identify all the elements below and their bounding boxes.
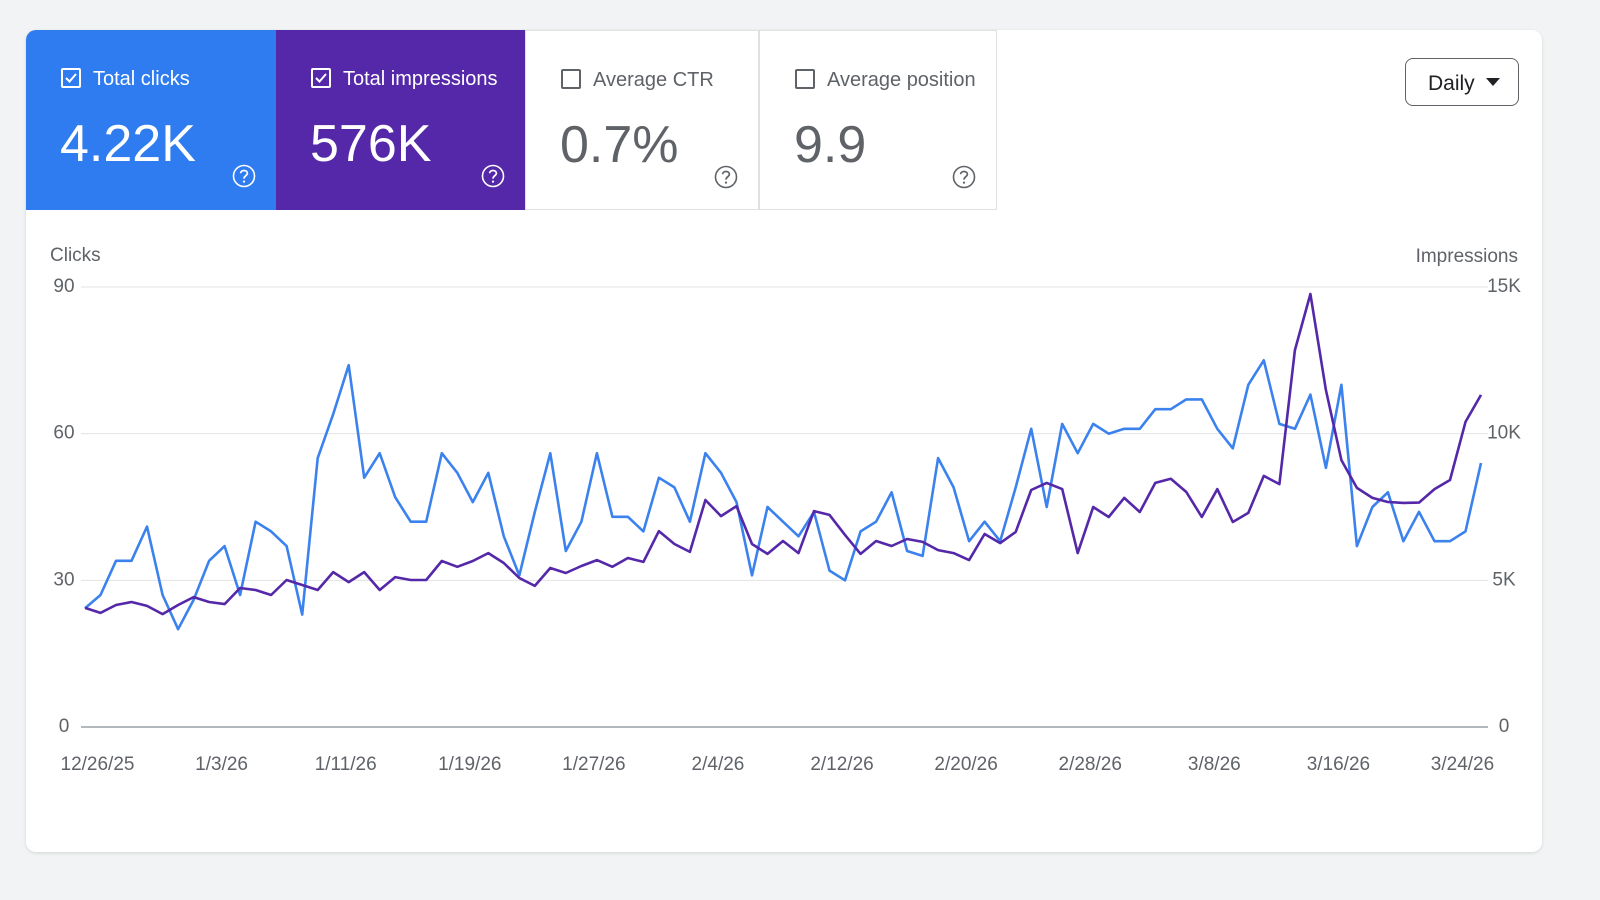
help-icon	[481, 164, 505, 193]
dropdown-arrow	[1486, 78, 1500, 86]
y2-tick-label: 5K	[1492, 569, 1516, 590]
x-tick-label: 3/16/26	[1307, 754, 1370, 775]
metric-value: 576K	[310, 115, 432, 173]
checkbox	[795, 69, 815, 89]
checkbox	[61, 68, 81, 88]
metric-card[interactable]: Total clicks 4.22K	[26, 30, 276, 210]
x-tick-label: 2/28/26	[1059, 754, 1122, 775]
help-icon	[232, 164, 256, 193]
metric-card[interactable]: Average CTR 0.7%	[525, 30, 759, 210]
help-glyph	[232, 164, 256, 188]
metric-label: Average CTR	[593, 69, 714, 91]
check-mark	[315, 73, 327, 83]
help-glyph	[952, 165, 976, 189]
y-tick-label: 30	[53, 569, 74, 590]
y2-axis-title: Impressions	[1416, 246, 1518, 267]
help-glyph	[481, 164, 505, 188]
dropdown-label: Daily	[1428, 72, 1475, 95]
x-tick-label: 1/11/26	[315, 754, 377, 775]
help-icon	[714, 165, 738, 194]
y-axis-title: Clicks	[50, 245, 101, 266]
metric-label: Total impressions	[343, 68, 498, 90]
metric-card[interactable]: Average position 9.9	[759, 30, 997, 210]
granularity-dropdown[interactable]: Daily	[1405, 58, 1519, 106]
performance-panel: Clicks Impressions 0 30 60 90 0 5K 10K 15K 12/26/2…	[26, 30, 1542, 852]
x-tick-label: 2/20/26	[934, 754, 997, 775]
series-line	[84, 359, 1483, 631]
x-tick-label: 1/19/26	[438, 754, 501, 775]
x-tick-label: 1/27/26	[562, 754, 625, 775]
x-tick-label: 3/24/26	[1431, 754, 1494, 775]
x-tick-label: 2/12/26	[810, 754, 873, 775]
x-tick-label: 1/3/26	[195, 754, 248, 775]
y-tick-label: 60	[53, 423, 74, 444]
y2-tick-label: 10K	[1487, 423, 1521, 444]
help-glyph	[714, 165, 738, 189]
y2-tick-label: 0	[1499, 716, 1510, 737]
metric-card[interactable]: Total impressions 576K	[276, 30, 525, 210]
metric-label: Average position	[827, 69, 976, 91]
metric-value: 4.22K	[60, 115, 196, 173]
metric-value: 0.7%	[560, 116, 679, 174]
x-tick-label: 12/26/25	[61, 754, 135, 775]
series-line	[84, 292, 1483, 616]
help-icon	[952, 165, 976, 194]
chart: Clicks Impressions 0 30 60 90 0 5K 10K 15K 12/26/2…	[50, 245, 1521, 775]
check-mark	[65, 73, 77, 83]
y-tick-label: 90	[53, 276, 74, 297]
y2-tick-label: 15K	[1487, 276, 1521, 297]
metric-value: 9.9	[794, 116, 867, 174]
x-tick-label: 3/8/26	[1188, 754, 1241, 775]
checkbox	[561, 69, 581, 89]
x-tick-label: 2/4/26	[692, 754, 745, 775]
checkbox	[311, 68, 331, 88]
metric-label: Total clicks	[93, 68, 190, 90]
y-tick-label: 0	[59, 716, 70, 737]
